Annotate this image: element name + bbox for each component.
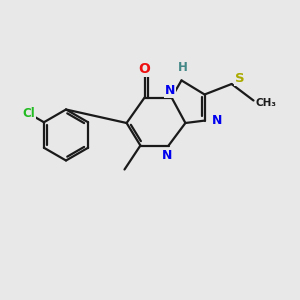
Text: Cl: Cl (22, 107, 35, 120)
Text: N: N (212, 114, 222, 127)
Text: S: S (235, 72, 245, 85)
Text: N: N (165, 84, 175, 98)
Text: N: N (162, 149, 172, 163)
Text: H: H (178, 61, 188, 74)
Text: CH₃: CH₃ (256, 98, 277, 108)
Text: O: O (139, 62, 151, 76)
